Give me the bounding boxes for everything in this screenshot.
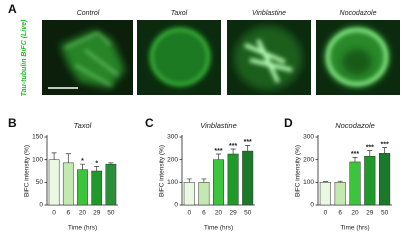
bar: [319, 182, 331, 206]
image-row-label: Tau-tubulin BiFC (Live): [21, 19, 28, 96]
x-tick-label: 0: [324, 210, 328, 217]
image-title: Control: [77, 10, 100, 17]
x-tick-label: 20: [351, 210, 359, 217]
error-bar: [65, 153, 71, 163]
y-tick-label: 0: [39, 202, 43, 209]
y-tick-label: 100: [167, 179, 178, 186]
error-bar: [382, 147, 388, 154]
micrograph: [137, 20, 221, 95]
significance: *: [95, 160, 98, 167]
significance: *: [81, 158, 84, 165]
error-bar: [245, 145, 251, 152]
x-tick-label: 50: [381, 210, 389, 217]
x-tick-label: 0: [52, 210, 56, 217]
y-tick-label: 0: [174, 202, 178, 209]
bar: [77, 169, 88, 206]
x-tick-label: 0: [187, 210, 191, 217]
error-bar: [352, 157, 358, 162]
y-tick-label: 0: [310, 202, 314, 209]
x-tick-label: 6: [338, 210, 342, 217]
x-tick-label: 29: [229, 210, 237, 217]
chart-title: Vinblastine: [200, 121, 237, 130]
error-bar: [230, 148, 236, 154]
bar: [334, 182, 346, 206]
y-axis-label: BiFC intensity (%): [295, 145, 302, 197]
y-tick-label: 100: [32, 156, 43, 163]
x-tick-label: 50: [244, 210, 252, 217]
error-bar: [80, 163, 85, 170]
x-axis-label: Time (hrs): [340, 225, 369, 232]
panel-label: C: [145, 116, 154, 130]
y-tick-label: 150: [32, 134, 43, 141]
y-tick-label: 100: [303, 179, 314, 186]
significance: ***: [229, 143, 237, 150]
bar: [91, 170, 103, 206]
bar: [48, 159, 60, 206]
bar: [379, 153, 391, 206]
error-bar: [94, 166, 100, 171]
x-tick-label: 50: [107, 210, 115, 217]
error-bar: [108, 162, 114, 165]
y-tick-label: 50: [36, 179, 44, 186]
bar: [212, 159, 225, 206]
micrograph: [42, 20, 133, 95]
bar: [227, 153, 239, 206]
panel-label: A: [8, 2, 17, 16]
error-bar: [51, 152, 57, 160]
image-title: Nocodazole: [340, 10, 377, 17]
bar: [198, 182, 210, 206]
micrograph: [316, 20, 400, 95]
significance: ***: [351, 151, 359, 158]
y-tick-label: 300: [303, 134, 314, 141]
error-bar: [337, 180, 343, 183]
significance: ***: [366, 144, 374, 151]
error-bar: [367, 150, 373, 157]
x-tick-label: 29: [366, 210, 374, 217]
bar: [242, 150, 254, 206]
panel-label: B: [8, 116, 17, 130]
micrograph: [227, 20, 311, 95]
x-axis-label: Time (hrs): [204, 225, 233, 232]
x-tick-label: 20: [215, 210, 223, 217]
significance: ***: [244, 139, 252, 146]
bar: [349, 161, 361, 206]
bar: [105, 163, 117, 206]
y-axis-label: BiFC intensity (%): [159, 145, 166, 197]
y-tick-label: 300: [167, 134, 178, 141]
image-title: Vinblastine: [252, 10, 286, 17]
y-tick-label: 200: [303, 156, 314, 163]
error-bar: [201, 178, 207, 183]
y-axis-label: BiFC intensity (%): [24, 145, 31, 197]
chart-title: Nocodazole: [335, 121, 375, 130]
x-tick-label: 6: [66, 210, 70, 217]
x-tick-label: 6: [202, 210, 206, 217]
chart-title: Taxol: [74, 121, 92, 130]
error-bar: [322, 181, 328, 183]
image-title: Taxol: [171, 10, 188, 17]
x-axis-label: Time (hrs): [68, 225, 97, 232]
bar: [364, 156, 376, 206]
x-tick-label: 29: [93, 210, 101, 217]
error-bar: [186, 178, 192, 183]
significance: ***: [381, 141, 389, 148]
panel-label: D: [284, 116, 293, 130]
x-tick-label: 20: [79, 210, 87, 217]
bar: [62, 162, 74, 206]
y-tick-label: 200: [167, 156, 178, 163]
significance: ***: [214, 148, 222, 155]
error-bar: [216, 153, 221, 160]
bar: [183, 182, 195, 206]
